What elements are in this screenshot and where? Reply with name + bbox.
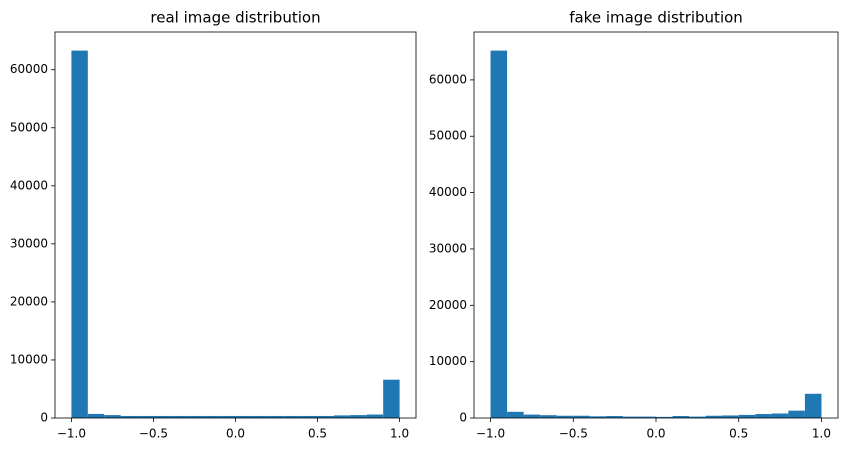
x-tick-label: 1.0 <box>390 427 409 441</box>
y-tick-label: 30000 <box>429 241 467 255</box>
y-tick-label: 50000 <box>429 129 467 143</box>
chart-title: real image distribution <box>150 9 320 27</box>
bar <box>71 50 88 419</box>
bar <box>507 411 524 418</box>
bar <box>771 413 789 418</box>
bar <box>788 410 805 418</box>
y-tick-label: 20000 <box>10 294 48 308</box>
bar <box>738 414 756 418</box>
bar <box>301 415 318 418</box>
bar <box>251 415 269 418</box>
bar <box>656 416 673 418</box>
bar <box>755 414 772 418</box>
y-tick-label: 30000 <box>10 236 48 250</box>
bar <box>284 415 302 418</box>
bar <box>350 415 367 418</box>
bar <box>366 414 384 418</box>
bar <box>689 416 706 418</box>
bar <box>120 415 138 418</box>
chart-title: fake image distribution <box>569 9 743 27</box>
x-tick-label: 1.0 <box>812 427 831 441</box>
bar <box>523 414 541 418</box>
bar <box>639 416 656 418</box>
bar <box>606 416 623 418</box>
x-tick-label: −1.0 <box>57 427 86 441</box>
bar <box>317 415 334 418</box>
bar <box>383 379 400 418</box>
y-tick-label: 60000 <box>429 72 467 86</box>
y-tick-label: 0 <box>459 411 467 425</box>
y-tick-label: 40000 <box>429 185 467 199</box>
y-tick-label: 10000 <box>10 352 48 366</box>
x-tick-label: −0.5 <box>559 427 588 441</box>
bar <box>705 415 723 418</box>
y-tick-label: 40000 <box>10 178 48 192</box>
y-tick-label: 20000 <box>429 298 467 312</box>
bar <box>137 415 154 418</box>
x-tick-label: 0.0 <box>226 427 245 441</box>
bar <box>556 415 574 418</box>
bar <box>235 415 252 418</box>
bar <box>589 416 607 418</box>
bar <box>87 413 105 418</box>
bar <box>153 415 170 418</box>
bar <box>202 415 220 418</box>
axes-frame <box>54 31 417 419</box>
bar <box>622 416 640 418</box>
x-tick-label: −0.5 <box>139 427 168 441</box>
bar <box>333 415 351 418</box>
bar <box>672 416 690 418</box>
x-tick-label: −1.0 <box>476 427 505 441</box>
x-tick-label: 0.5 <box>308 427 327 441</box>
bar <box>490 50 508 419</box>
bar <box>104 415 121 418</box>
bar <box>573 415 590 418</box>
axes-frame <box>473 31 839 419</box>
bar <box>186 415 203 418</box>
y-tick-label: 60000 <box>10 62 48 76</box>
bar <box>169 415 187 418</box>
x-tick-label: 0.5 <box>729 427 748 441</box>
bar <box>722 415 739 418</box>
x-tick-label: 0.0 <box>646 427 665 441</box>
bar <box>219 415 236 418</box>
bar <box>804 393 822 418</box>
y-tick-label: 0 <box>40 411 48 425</box>
y-tick-label: 50000 <box>10 120 48 134</box>
bar <box>268 415 285 418</box>
bar <box>540 415 557 418</box>
y-tick-label: 10000 <box>429 354 467 368</box>
